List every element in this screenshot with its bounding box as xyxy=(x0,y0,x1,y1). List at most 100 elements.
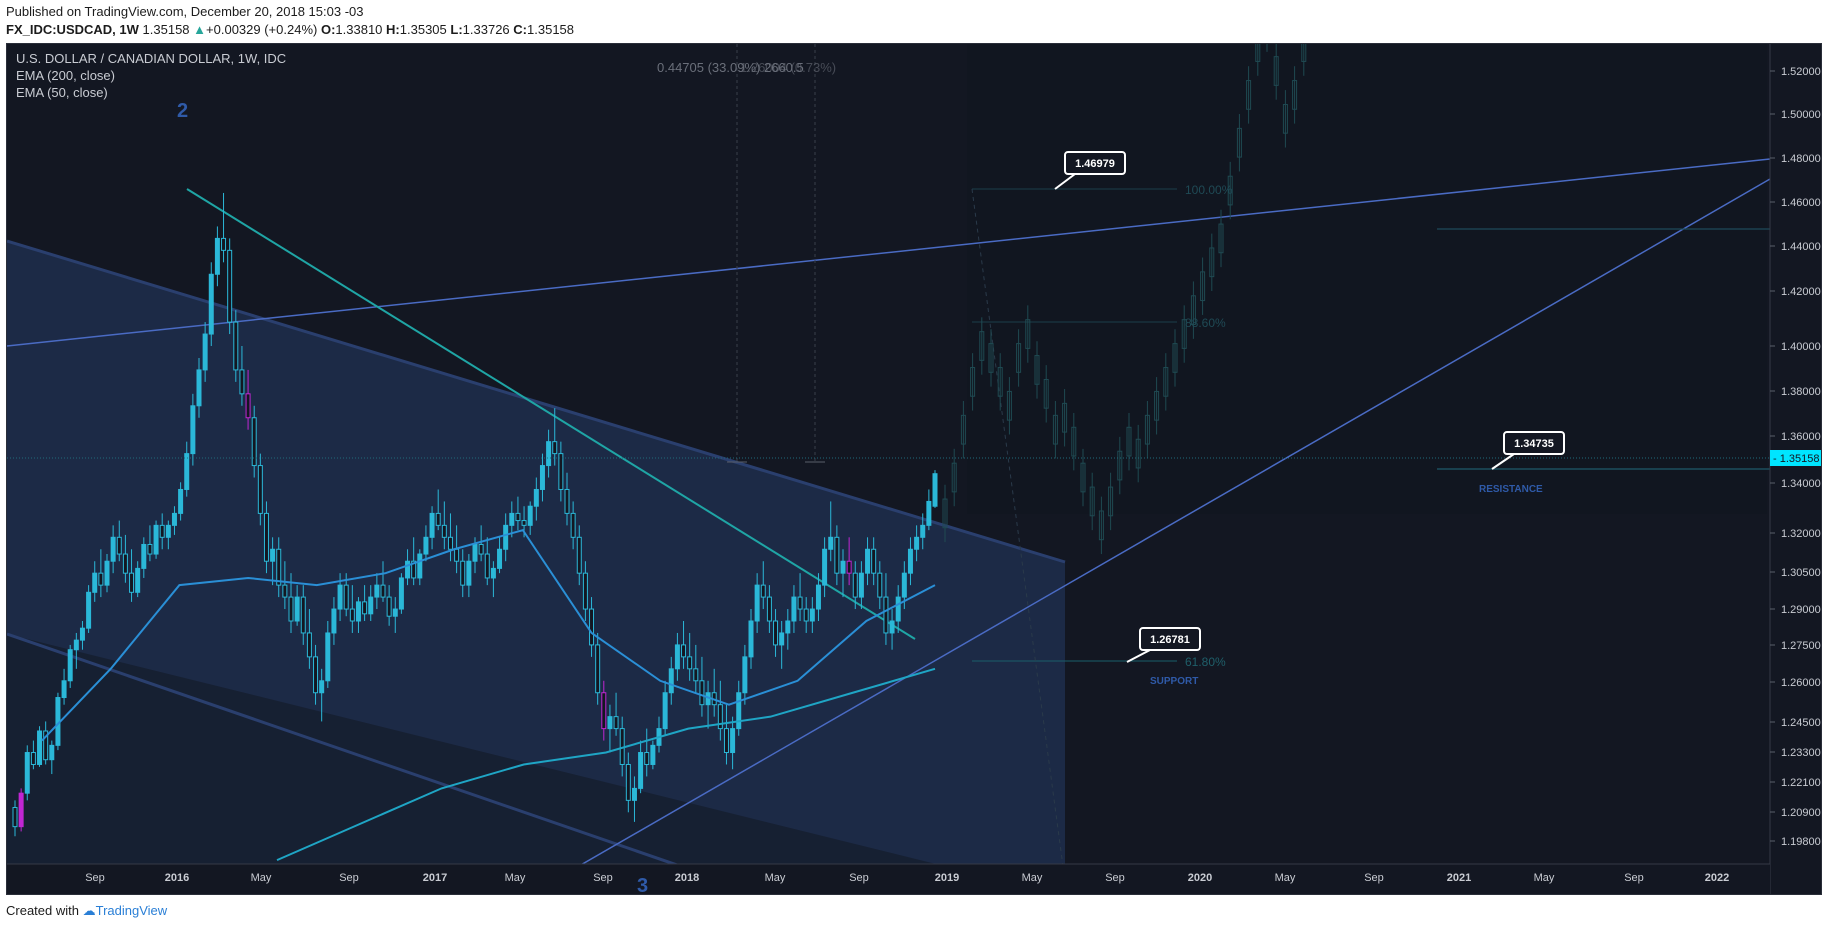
ema200-legend[interactable]: EMA (200, close) xyxy=(16,68,115,83)
candle-body xyxy=(325,632,331,682)
candle-body xyxy=(779,632,785,646)
candle-body xyxy=(472,543,478,562)
low-value: 1.33726 xyxy=(462,22,510,37)
projection-body xyxy=(1098,510,1104,541)
candle-body xyxy=(331,608,337,634)
chart-area[interactable]: 1.52000 1.50000 1.48000 1.46000 1.44000 1.420… xyxy=(6,43,1822,895)
candle-body xyxy=(454,548,460,562)
candle-body xyxy=(693,668,699,682)
candle-body xyxy=(116,536,122,555)
candle-body xyxy=(822,548,828,586)
candle-body xyxy=(417,553,423,579)
resistance-label: RESISTANCE xyxy=(1479,484,1543,495)
candle-body xyxy=(681,644,687,658)
candle-body xyxy=(613,716,619,730)
tradingview-link[interactable]: TradingView xyxy=(95,903,168,918)
projection-body xyxy=(1209,247,1215,278)
callout-support-box xyxy=(1139,627,1201,651)
candle-body xyxy=(141,543,147,569)
candle-body xyxy=(300,596,306,634)
y-tick-label: 1.52000 xyxy=(1781,66,1821,78)
projection-body xyxy=(1255,44,1261,62)
candle-body xyxy=(178,488,184,514)
candle-body xyxy=(877,572,883,598)
candle-body xyxy=(368,596,374,615)
candle-body xyxy=(104,560,110,586)
candle-body xyxy=(18,792,24,828)
downtrend-line xyxy=(186,188,916,640)
projection-body xyxy=(979,331,985,361)
tradingview-cloud-icon[interactable]: ☁ xyxy=(82,903,96,918)
callout-upper-box xyxy=(1064,151,1126,175)
ema50-legend[interactable]: EMA (50, close) xyxy=(16,85,108,100)
x-tick-label: 2017 xyxy=(423,872,447,884)
candle-body xyxy=(564,488,570,514)
x-tick-label: May xyxy=(1275,872,1296,884)
x-tick-label: Sep xyxy=(1105,872,1125,884)
candle-body xyxy=(815,584,821,610)
candle-body xyxy=(380,584,386,598)
candle-body xyxy=(135,567,141,593)
fib-label-886: 88.60% xyxy=(1185,316,1226,330)
y-tick-label: 1.32000 xyxy=(1781,528,1821,540)
candle-body xyxy=(730,728,736,754)
candle-body xyxy=(478,543,484,555)
candle-body xyxy=(527,505,533,526)
candle-body xyxy=(539,465,545,490)
price-axis-bg xyxy=(1770,44,1821,894)
y-tick-label: 1.38000 xyxy=(1781,386,1821,398)
candle-body xyxy=(184,453,190,490)
projection-body xyxy=(1034,355,1040,385)
candle-body xyxy=(883,596,889,634)
candle-body xyxy=(233,321,239,371)
candle-body xyxy=(662,692,668,730)
open-value: 1.33810 xyxy=(335,22,383,37)
candle-body xyxy=(441,524,447,538)
candle-body xyxy=(785,620,791,634)
candle-body xyxy=(30,752,36,765)
projection-body xyxy=(1062,402,1068,433)
projection-body xyxy=(988,343,994,373)
projection-body xyxy=(1190,295,1196,325)
price-chart[interactable]: 1.52000 1.50000 1.48000 1.46000 1.44000 1.420… xyxy=(7,44,1822,895)
candle-body xyxy=(190,405,196,455)
candle-body xyxy=(362,601,368,615)
wave-label-3: 3 xyxy=(637,875,648,895)
projection-body xyxy=(1043,378,1049,409)
candle-body xyxy=(576,536,582,574)
candle-body xyxy=(67,649,73,682)
fib-diagonal xyxy=(971,188,1068,894)
projection-body xyxy=(1126,426,1132,457)
candle-body xyxy=(214,237,220,275)
candle-body xyxy=(257,465,263,514)
y-tick-label: 1.29000 xyxy=(1781,604,1821,616)
candle-body xyxy=(901,572,907,598)
candle-body xyxy=(251,417,257,467)
candle-body xyxy=(411,560,417,579)
candle-body xyxy=(687,656,693,670)
candle-body xyxy=(926,500,932,526)
candle-body xyxy=(447,536,453,550)
projection-body xyxy=(1181,319,1187,349)
candle-body xyxy=(435,512,441,526)
candle-body xyxy=(895,596,901,622)
projection-body xyxy=(1236,127,1242,158)
candle-body xyxy=(129,572,135,593)
candle-body xyxy=(386,596,392,617)
candle-body xyxy=(809,608,815,622)
projection-body xyxy=(1006,390,1012,421)
candle-body xyxy=(349,608,355,622)
candle-body xyxy=(196,369,202,407)
ema200-line xyxy=(276,667,936,862)
candle-body xyxy=(306,632,312,658)
candle-body xyxy=(110,536,116,562)
projection-body xyxy=(1282,103,1288,134)
candle-body xyxy=(355,601,361,622)
projection-body xyxy=(1025,319,1031,349)
candle-body xyxy=(766,596,772,622)
candle-body xyxy=(589,608,595,646)
candle-body xyxy=(828,536,834,550)
callout-support-label: 1.26781 xyxy=(1150,634,1190,646)
candle-body xyxy=(748,620,754,658)
candle-body xyxy=(398,577,404,610)
